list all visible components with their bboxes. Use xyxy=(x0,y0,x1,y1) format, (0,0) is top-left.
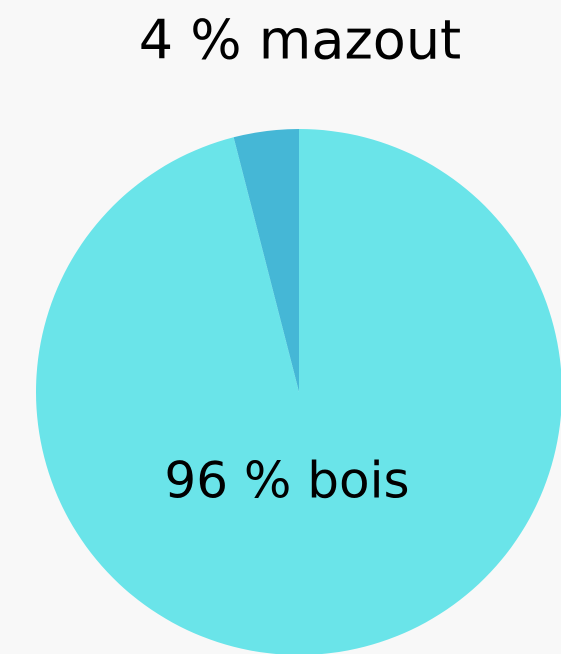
slice-label: 96 % bois xyxy=(164,452,409,510)
pie-slice xyxy=(36,129,561,654)
pie-slice xyxy=(233,129,299,392)
slice-label: 4 % mazout xyxy=(139,9,461,72)
